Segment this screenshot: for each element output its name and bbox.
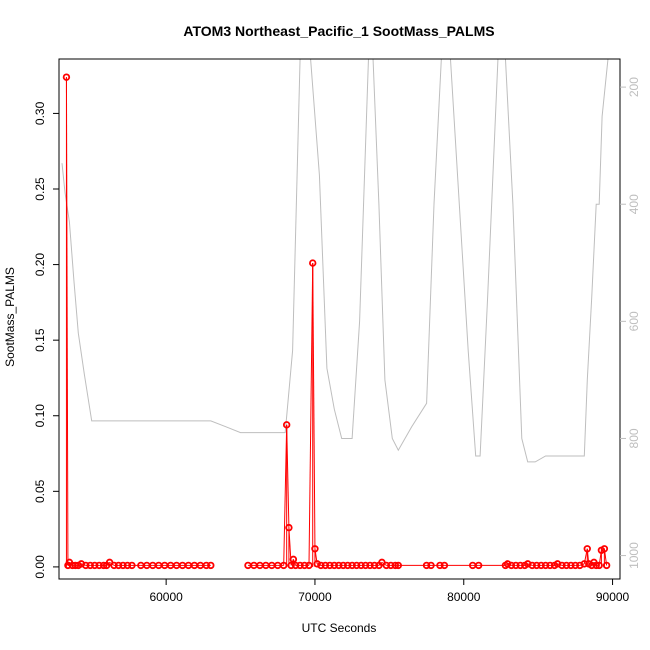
soot-data-point xyxy=(335,561,343,570)
soot-line-segment xyxy=(286,424,290,528)
soot-data-point xyxy=(512,561,520,570)
soot-data-point xyxy=(352,561,361,570)
soot-data-point xyxy=(387,561,395,570)
soot-data-point xyxy=(600,545,609,553)
soot-data-point xyxy=(123,561,132,570)
y-tick-label: 0.15 xyxy=(33,328,47,352)
soot-data-point xyxy=(528,561,536,570)
soot-data-point xyxy=(382,561,391,570)
right-y-axis: 200 400 600 800 1000 xyxy=(620,77,641,569)
soot-data-point xyxy=(583,545,591,553)
x-tick-label: 70000 xyxy=(298,590,332,604)
soot-data-point xyxy=(311,545,319,553)
soot-data-point xyxy=(474,561,483,570)
y-tick-label: 0.25 xyxy=(33,177,47,201)
soot-mass-series xyxy=(62,73,611,570)
x-tick-label: 90000 xyxy=(596,590,630,604)
soot-data-point xyxy=(296,561,304,570)
x-tick-label: 80000 xyxy=(447,590,481,604)
soot-data-point xyxy=(110,561,118,570)
soot-data-point xyxy=(391,561,400,570)
soot-line-segment xyxy=(308,263,314,566)
soot-data-point xyxy=(602,561,611,570)
soot-data-point xyxy=(287,561,295,570)
right-y-tick-label: 400 xyxy=(627,194,641,214)
soot-data-point xyxy=(361,561,370,570)
soot-line-segment xyxy=(65,77,69,566)
pressure-series xyxy=(61,59,609,463)
soot-data-point xyxy=(282,421,291,429)
right-y-tick-label: 1000 xyxy=(627,542,641,569)
y-axis-label: SootMass_PALMS xyxy=(3,267,17,367)
soot-data-point xyxy=(348,561,356,570)
y-tick-label: 0.00 xyxy=(33,555,47,579)
soot-data-point xyxy=(313,560,321,568)
soot-data-point xyxy=(289,555,298,564)
soot-data-point xyxy=(571,561,580,570)
soot-data-point xyxy=(592,561,600,570)
soot-data-point xyxy=(119,561,127,570)
soot-data-point xyxy=(326,561,334,570)
soot-line-segment xyxy=(283,424,288,566)
soot-data-point xyxy=(91,561,99,570)
soot-data-point xyxy=(546,561,554,570)
soot-data-point xyxy=(95,561,103,570)
chart-title: ATOM3 Northeast_Pacific_1 SootMass_PALMS xyxy=(183,23,494,39)
soot-data-point xyxy=(114,561,123,570)
right-y-tick-label: 800 xyxy=(627,428,641,448)
soot-line-segment xyxy=(312,263,316,549)
soot-data-point xyxy=(562,561,571,570)
soot-data-point xyxy=(394,561,402,570)
soot-data-point xyxy=(339,561,347,570)
y-tick-label: 0.10 xyxy=(33,404,47,428)
soot-data-point xyxy=(503,560,512,568)
soot-data-point xyxy=(317,561,325,570)
soot-data-point xyxy=(558,561,566,570)
soot-data-point xyxy=(128,561,136,570)
soot-data-point xyxy=(305,561,313,570)
right-y-tick-label: 200 xyxy=(627,77,641,97)
x-tick-label: 60000 xyxy=(149,590,183,604)
soot-data-point xyxy=(279,561,288,570)
y-tick-label: 0.20 xyxy=(33,253,47,277)
y-axis: 0.00 0.05 0.10 0.15 0.20 0.25 0.30 xyxy=(33,101,59,579)
soot-data-point xyxy=(580,560,588,568)
pressure-line xyxy=(61,59,609,463)
soot-data-point xyxy=(595,561,603,570)
soot-data-point xyxy=(86,561,94,570)
soot-data-point xyxy=(202,561,211,570)
soot-data-point xyxy=(537,561,545,570)
right-y-tick-label: 600 xyxy=(627,311,641,331)
soot-data-point xyxy=(366,561,374,570)
soot-data-point xyxy=(309,259,317,267)
soot-data-point xyxy=(82,561,90,570)
soot-data-point xyxy=(291,561,300,570)
soot-data-point xyxy=(427,561,435,570)
soot-data-point xyxy=(436,561,444,570)
soot-data-point xyxy=(357,561,365,570)
soot-data-point xyxy=(541,561,550,570)
soot-data-point xyxy=(422,561,431,570)
soot-data-point xyxy=(370,561,379,570)
x-axis-label: UTC Seconds xyxy=(302,621,377,635)
soot-data-point xyxy=(516,561,524,570)
soot-data-point xyxy=(440,561,449,570)
soot-data-point xyxy=(567,561,575,570)
soot-data-point xyxy=(207,561,215,570)
soot-data-point xyxy=(62,73,71,81)
x-axis: 60000 70000 80000 90000 xyxy=(149,579,630,604)
soot-data-point xyxy=(343,561,352,570)
y-tick-label: 0.05 xyxy=(33,479,47,503)
y-tick-label: 0.30 xyxy=(33,101,47,125)
soot-data-point xyxy=(321,561,330,570)
plot-frame xyxy=(58,58,621,580)
soot-data-point xyxy=(532,561,541,570)
soot-data-point xyxy=(330,561,338,570)
soot-data-point xyxy=(300,561,309,570)
soot-data-point xyxy=(507,561,516,570)
soot-data-point xyxy=(285,523,293,532)
soot-data-point xyxy=(99,561,108,570)
